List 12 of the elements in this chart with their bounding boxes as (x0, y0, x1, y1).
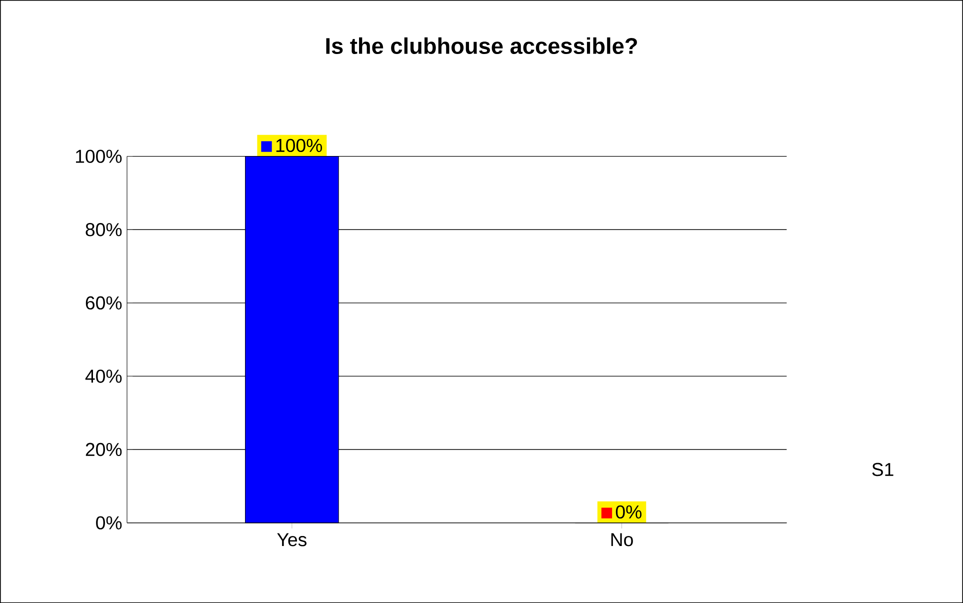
y-tick-label: 20% (86, 442, 122, 456)
text: S1 (872, 462, 894, 476)
y-tick-label: 0% (96, 516, 122, 530)
y-tick-label: 80% (86, 222, 122, 236)
data-label: 0% (616, 505, 642, 518)
y-tick-label: 100% (76, 150, 122, 163)
data-label: 100% (276, 138, 322, 152)
chart-title: Is the clubhouse accessible? (326, 37, 637, 54)
x-tick-label: Yes (277, 533, 306, 546)
x-tick-label: No (611, 533, 633, 546)
y-tick-label: 60% (86, 296, 122, 310)
y-tick-label: 40% (85, 370, 122, 383)
